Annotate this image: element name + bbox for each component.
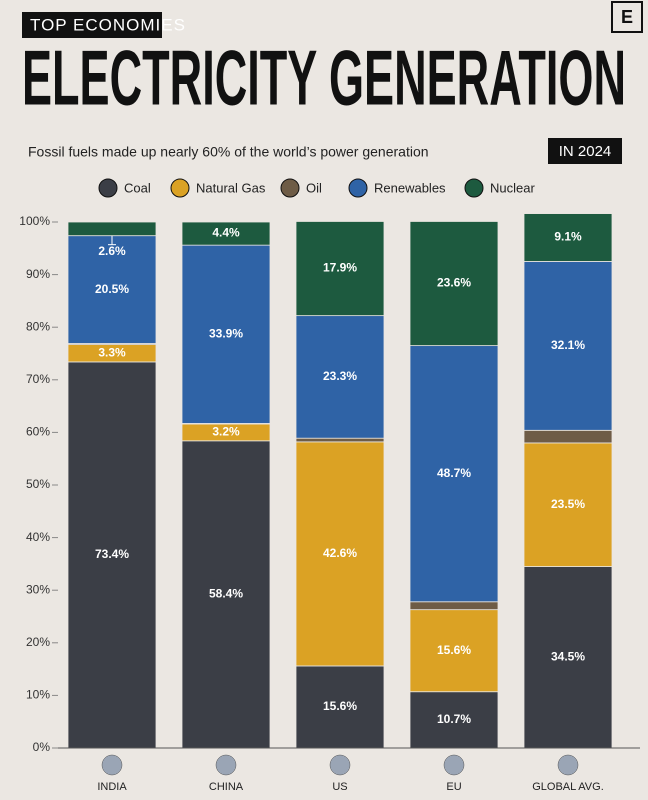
x-tick-label: INDIA bbox=[97, 781, 127, 793]
legend-marker bbox=[280, 178, 300, 198]
legend-marker bbox=[348, 178, 368, 198]
category-icon bbox=[101, 754, 123, 776]
supertitle: TOP ECONOMIES bbox=[30, 15, 186, 34]
data-label: 33.9% bbox=[209, 326, 243, 340]
bar-segment bbox=[295, 665, 385, 749]
bar-segment bbox=[523, 442, 613, 567]
category-icon bbox=[215, 754, 237, 776]
bar-segment bbox=[409, 601, 499, 611]
category-icon bbox=[329, 754, 351, 776]
x-tick-label: US bbox=[332, 781, 347, 793]
bar-segment bbox=[523, 429, 613, 444]
bar-segment bbox=[295, 441, 385, 667]
logo: E bbox=[621, 7, 633, 27]
data-label: 2.6% bbox=[98, 244, 126, 258]
bar-segment bbox=[295, 437, 385, 443]
legend-label: Oil bbox=[306, 180, 322, 195]
bar-segment bbox=[181, 221, 271, 246]
y-tick-label: 10% bbox=[26, 688, 50, 702]
x-tick-label: EU bbox=[446, 781, 461, 793]
category-icon bbox=[443, 754, 465, 776]
data-label: 15.6% bbox=[437, 643, 471, 657]
x-tick-label: GLOBAL AVG. bbox=[532, 781, 604, 793]
bar-segment bbox=[409, 691, 499, 749]
bar-segment bbox=[523, 213, 613, 262]
y-tick-label: 80% bbox=[26, 319, 50, 333]
data-label: 42.6% bbox=[323, 546, 357, 560]
y-tick-label: 60% bbox=[26, 425, 50, 439]
x-tick-label: CHINA bbox=[209, 781, 244, 793]
bar-segment bbox=[523, 261, 613, 431]
y-tick-label: 40% bbox=[26, 530, 50, 544]
data-label: 23.6% bbox=[437, 276, 471, 290]
bar-segment bbox=[181, 440, 271, 749]
y-tick-label: 0% bbox=[33, 740, 51, 754]
legend-label: Nuclear bbox=[490, 180, 535, 195]
legend-marker bbox=[170, 178, 190, 198]
supertitle-box bbox=[22, 12, 162, 38]
data-label: 32.1% bbox=[551, 338, 585, 352]
category-icon bbox=[557, 754, 579, 776]
data-label: 23.5% bbox=[551, 497, 585, 511]
bar-segment bbox=[523, 566, 613, 749]
bar-segment bbox=[67, 221, 157, 237]
y-tick-label: 50% bbox=[26, 477, 50, 491]
data-label: 15.6% bbox=[323, 699, 357, 713]
bar-segment bbox=[409, 221, 499, 347]
bar-segment bbox=[181, 244, 271, 424]
data-label: 58.4% bbox=[209, 587, 243, 601]
bar-segment bbox=[295, 221, 385, 317]
logo-box bbox=[611, 1, 643, 33]
y-tick-label: 20% bbox=[26, 635, 50, 649]
bar-segment bbox=[409, 345, 499, 603]
data-label: 17.9% bbox=[323, 261, 357, 275]
data-label: 9.1% bbox=[554, 230, 582, 244]
subtitle: Fossil fuels made up nearly 60% of the w… bbox=[28, 144, 429, 160]
data-label: 73.4% bbox=[95, 547, 129, 561]
data-label: 34.5% bbox=[551, 649, 585, 663]
y-tick-label: 30% bbox=[26, 582, 50, 596]
badge-box bbox=[548, 138, 622, 164]
data-label: 3.3% bbox=[98, 345, 126, 359]
bar-segment bbox=[409, 609, 499, 693]
bar-segment bbox=[67, 361, 157, 749]
y-tick-label: 70% bbox=[26, 372, 50, 386]
data-label: 20.5% bbox=[95, 282, 129, 296]
y-tick-label: 90% bbox=[26, 267, 50, 281]
legend-label: Coal bbox=[124, 180, 151, 195]
badge: IN 2024 bbox=[559, 143, 612, 160]
legend-label: Renewables bbox=[374, 180, 446, 195]
legend-label: Natural Gas bbox=[196, 180, 266, 195]
data-label: 3.2% bbox=[212, 425, 240, 439]
legend-marker bbox=[98, 178, 118, 198]
chart-title: ELECTRICITY GENERATION bbox=[22, 34, 626, 122]
data-label: 10.7% bbox=[437, 712, 471, 726]
legend-marker bbox=[464, 178, 484, 198]
y-tick-label: 100% bbox=[19, 214, 50, 228]
data-label: 4.4% bbox=[212, 226, 240, 240]
data-label: 23.3% bbox=[323, 369, 357, 383]
bar-segment bbox=[295, 315, 385, 439]
data-label: 48.7% bbox=[437, 466, 471, 480]
